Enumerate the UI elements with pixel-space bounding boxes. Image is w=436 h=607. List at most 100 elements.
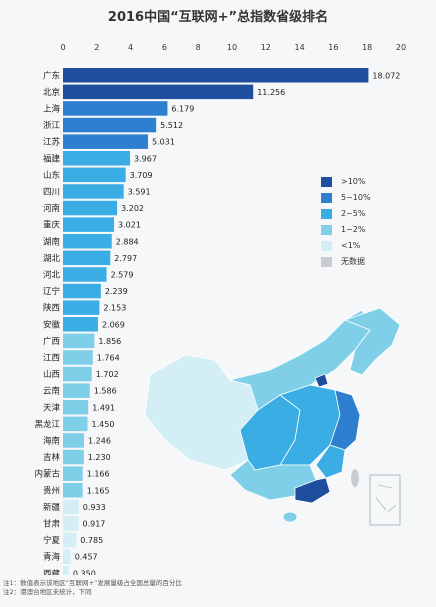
value-label: 5.031 xyxy=(152,138,175,147)
x-tick-label: 8 xyxy=(196,43,201,52)
legend-swatch xyxy=(321,225,332,235)
value-label: 6.179 xyxy=(171,104,194,113)
map-region-central xyxy=(279,384,341,466)
map-region-northeast xyxy=(343,307,401,376)
value-label: 5.512 xyxy=(160,121,183,130)
category-label: 湖南 xyxy=(43,236,60,247)
category-label: 山东 xyxy=(43,170,60,181)
bar xyxy=(63,566,69,575)
bar xyxy=(63,200,118,216)
bar xyxy=(63,250,111,266)
legend-swatch xyxy=(321,177,332,187)
value-label: 1.856 xyxy=(98,337,121,346)
category-label: 新疆 xyxy=(43,502,61,513)
legend-label: 2~5% xyxy=(341,209,366,218)
value-label: 1.586 xyxy=(94,387,117,396)
legend-item: <1% xyxy=(321,239,411,255)
legend-swatch xyxy=(321,257,332,267)
category-label: 云南 xyxy=(43,386,60,397)
china-map xyxy=(144,307,401,526)
legend-label: <1% xyxy=(341,241,361,250)
category-label: 湖北 xyxy=(43,254,61,264)
bar xyxy=(63,167,126,183)
category-label: 山西 xyxy=(43,369,60,380)
bar xyxy=(63,283,101,299)
category-label: 甘肃 xyxy=(43,518,61,529)
value-label: 0.917 xyxy=(82,519,105,528)
value-label: 1.165 xyxy=(87,486,110,495)
bar xyxy=(63,68,369,83)
category-label: 四川 xyxy=(43,187,60,197)
map-region-hainan xyxy=(282,511,298,523)
bar xyxy=(63,350,93,365)
bar xyxy=(63,101,168,116)
bar xyxy=(63,317,98,332)
x-tick-label: 14 xyxy=(295,43,305,52)
bar xyxy=(63,234,112,249)
legend-item: >10% xyxy=(321,175,411,191)
category-label: 西藏 xyxy=(43,568,61,575)
bar xyxy=(63,433,85,448)
category-label: 广西 xyxy=(43,336,60,347)
map-region-fujian xyxy=(315,444,346,479)
bar xyxy=(63,549,71,564)
bar xyxy=(63,267,107,282)
legend-item: 无数据 xyxy=(321,255,411,271)
category-label: 安徽 xyxy=(43,319,61,330)
value-label: 2.797 xyxy=(114,254,137,263)
value-label: 3.021 xyxy=(118,221,141,230)
map-region-west xyxy=(144,354,259,471)
chart-title: 2016中国“互联网+”总指数省级排名 xyxy=(107,10,329,25)
category-label: 江西 xyxy=(43,353,60,363)
category-label: 重庆 xyxy=(43,220,61,231)
value-label: 2.884 xyxy=(116,237,139,246)
value-label: 0.457 xyxy=(75,553,98,562)
value-label: 2.579 xyxy=(111,270,134,279)
value-label: 2.153 xyxy=(103,304,126,313)
category-label: 江苏 xyxy=(43,137,61,148)
legend-item: 1~2% xyxy=(321,223,411,239)
value-label: 3.967 xyxy=(134,154,157,163)
value-label: 1.246 xyxy=(88,436,111,445)
value-label: 0.785 xyxy=(80,536,103,545)
category-label: 天津 xyxy=(43,402,61,413)
value-label: 2.239 xyxy=(105,287,128,296)
x-tick-label: 6 xyxy=(162,43,167,52)
footnote-2: 注2：港澳台地区未统计，下同 xyxy=(3,588,92,596)
value-label: 1.450 xyxy=(92,420,115,429)
map-region-beijing xyxy=(314,373,329,388)
value-label: 3.591 xyxy=(128,187,151,196)
x-tick-label: 18 xyxy=(362,43,372,52)
bar xyxy=(63,366,92,382)
map-region-guangdong xyxy=(294,477,331,504)
value-label: 2.069 xyxy=(102,320,125,329)
category-label: 黑龙江 xyxy=(34,419,60,430)
map-inset-frame xyxy=(369,474,401,526)
x-tick-label: 4 xyxy=(128,43,133,52)
value-label: 18.072 xyxy=(372,71,400,80)
category-label: 内蒙古 xyxy=(34,469,60,480)
x-tick-label: 0 xyxy=(60,43,65,52)
bar xyxy=(63,300,100,315)
legend-label: 1~2% xyxy=(341,225,366,234)
x-tick-label: 16 xyxy=(328,43,338,52)
value-label: 1.764 xyxy=(97,353,120,362)
legend-swatch xyxy=(321,209,332,219)
value-label: 1.166 xyxy=(87,470,110,479)
category-label: 河北 xyxy=(43,269,61,280)
value-label: 1.230 xyxy=(88,453,111,462)
category-label: 浙江 xyxy=(43,120,61,131)
category-label: 海南 xyxy=(43,435,60,446)
value-label: 3.709 xyxy=(130,171,153,180)
bar xyxy=(63,400,89,415)
value-label: 3.202 xyxy=(121,204,144,213)
category-label: 宁夏 xyxy=(43,535,61,546)
category-label: 陕西 xyxy=(43,303,60,314)
value-label: 0.933 xyxy=(83,503,106,512)
category-label: 福建 xyxy=(43,153,61,164)
bar xyxy=(63,134,149,149)
legend-swatch xyxy=(321,241,332,251)
bar xyxy=(63,117,157,133)
category-label: 吉林 xyxy=(43,452,61,463)
bar xyxy=(63,84,254,100)
